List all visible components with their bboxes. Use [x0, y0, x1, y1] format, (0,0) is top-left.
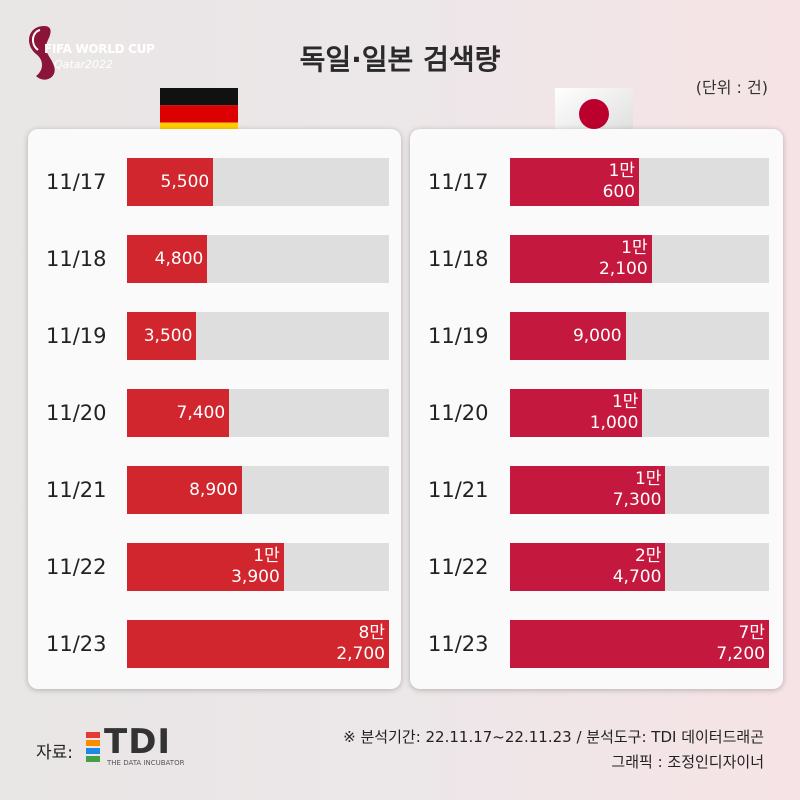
germany-bar-6 — [127, 543, 284, 591]
germany-bar-5 — [127, 466, 242, 514]
germany-date-4: 11/20 — [46, 401, 107, 425]
graphic-credit: 그래픽 : 조정인디자이너 — [611, 753, 764, 771]
japan-value-label-1: 1만 600 — [602, 161, 636, 202]
germany-value-label-3: 3,500 — [143, 325, 193, 346]
germany-date-2: 11/18 — [46, 247, 107, 271]
japan-bar-3 — [510, 312, 626, 360]
japan-date-1: 11/17 — [428, 170, 489, 194]
germany-value-label-2: 4,800 — [154, 248, 204, 269]
germany-bar-7 — [127, 620, 389, 668]
germany-value-label-5: 8,900 — [189, 479, 238, 500]
fifa-world-cup-logo — [29, 26, 55, 80]
japan-date-6: 11/22 — [428, 555, 489, 579]
germany-value-label-4: 7,400 — [176, 402, 226, 423]
japan-value-label-6: 2만 4,700 — [612, 546, 662, 587]
japan-value-label-2: 1만 2,100 — [598, 238, 648, 279]
japan-value-label-7: 7만 7,200 — [716, 623, 765, 664]
japan-value-label-3: 9,000 — [572, 325, 622, 346]
germany-date-6: 11/22 — [46, 555, 107, 579]
page-title: 독일·일본 검색량 — [299, 43, 501, 76]
japan-value-label-4: 1만 1,000 — [589, 392, 639, 433]
germany-bar-1 — [127, 158, 214, 206]
germany-bar-4 — [127, 389, 230, 437]
tdi-subtitle: THE DATA INCUBATOR — [107, 759, 185, 767]
japan-bar-2 — [510, 235, 652, 283]
analysis-note: ※ 분석기간: 22.11.17~22.11.23 / 분석도구: TDI 데이… — [343, 728, 764, 746]
japan-bar-4 — [510, 389, 643, 437]
germany-date-1: 11/17 — [46, 170, 107, 194]
tdi-logo-icon — [86, 732, 100, 762]
germany-bar-2 — [127, 235, 208, 283]
germany-date-5: 11/21 — [46, 478, 107, 502]
unit-label: (단위 : 건) — [695, 78, 768, 97]
japan-value-label-5: 1만 7,300 — [612, 469, 662, 510]
germany-value-label-6: 1만 3,900 — [231, 546, 280, 587]
germany-date-7: 11/23 — [46, 632, 107, 656]
tdi-wordmark: TDI — [104, 722, 172, 762]
germany-bar-3 — [127, 312, 197, 360]
source-label: 자료: — [36, 743, 74, 763]
japan-bar-1 — [510, 158, 640, 206]
japan-date-4: 11/20 — [428, 401, 489, 425]
japan-date-2: 11/18 — [428, 247, 489, 271]
logo-line2: Qatar2022 — [54, 58, 113, 71]
japan-date-5: 11/21 — [428, 478, 489, 502]
logo-line1: FIFA WORLD CUP — [44, 42, 155, 56]
germany-date-3: 11/19 — [46, 324, 107, 348]
germany-value-label-1: 5,500 — [160, 171, 210, 192]
germany-value-label-7: 8만 2,700 — [336, 623, 385, 664]
japan-date-3: 11/19 — [428, 324, 489, 348]
japan-bar-7 — [510, 620, 769, 668]
japan-bar-5 — [510, 466, 666, 514]
japan-date-7: 11/23 — [428, 632, 489, 656]
japan-bar-6 — [510, 543, 666, 591]
